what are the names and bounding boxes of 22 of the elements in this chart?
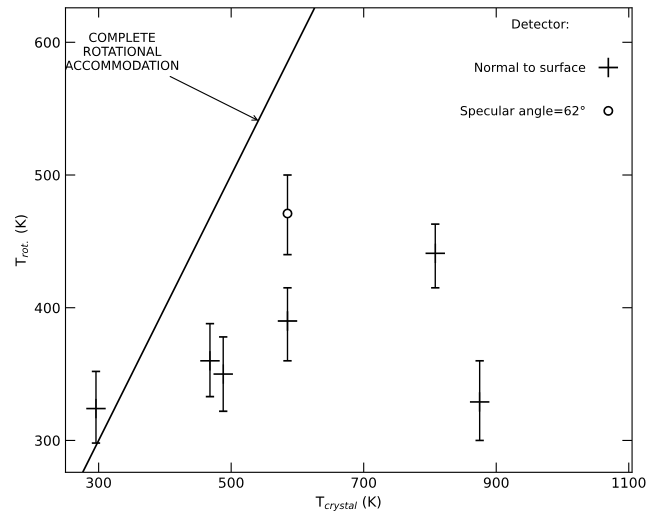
y-tick-label: 500: [35, 170, 60, 180]
x-tick-label: 1100: [612, 477, 646, 488]
point: [276, 310, 298, 332]
point: [424, 242, 446, 264]
x-axis-title: T$_{crystal}$ (K): [316, 496, 381, 511]
point: [212, 364, 234, 385]
y-tick-label: 400: [34, 302, 60, 314]
legend-title: Detector:: [512, 19, 568, 29]
legend-label: Specular angle=62°: [460, 106, 585, 118]
point: [282, 208, 292, 218]
y-tick-label: 300: [35, 435, 60, 446]
x-tick-label: 300: [86, 477, 111, 488]
x-tick-label: 700: [352, 477, 376, 488]
legend-label: Normal to surface: [475, 62, 586, 72]
y-axis-title: T$_{rot.}$ (K): [15, 215, 28, 266]
point: [199, 350, 221, 372]
x-tick-label: 900: [484, 477, 509, 488]
annotation: COMPLETE ROTATIONAL ACCOMMODATION: [64, 32, 178, 70]
x-tick-label: 500: [218, 477, 244, 488]
y-tick-label: 600: [35, 37, 60, 48]
point: [469, 391, 490, 413]
point: [85, 398, 107, 420]
